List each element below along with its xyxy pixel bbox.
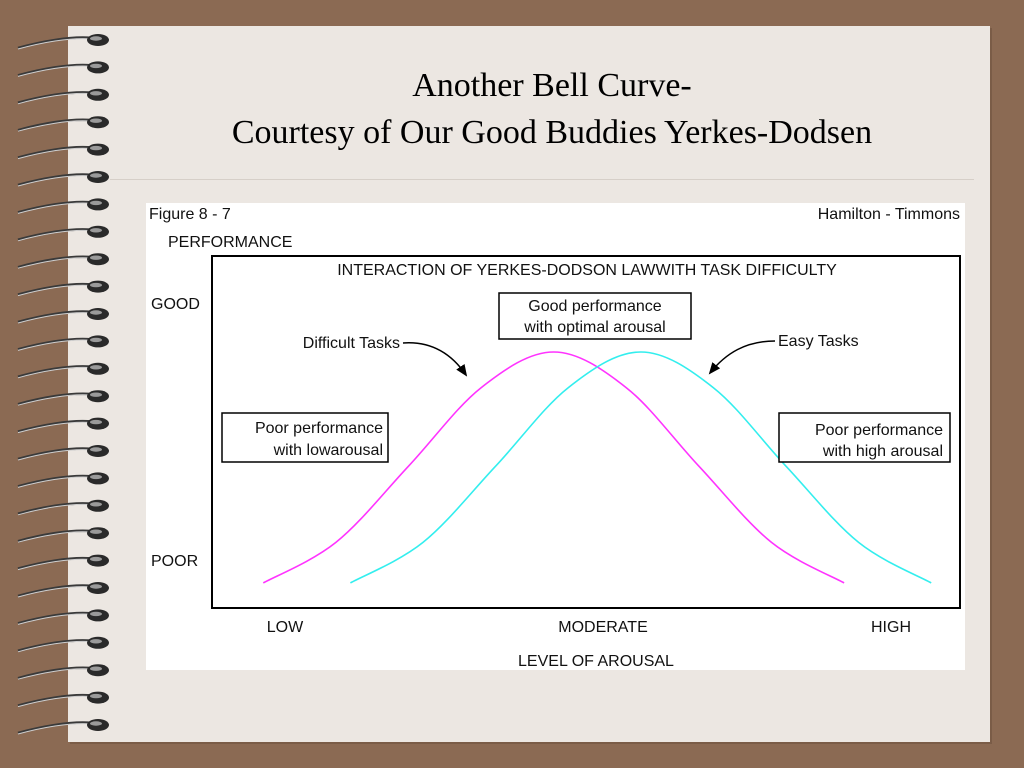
spiral-ring xyxy=(17,335,109,351)
series-line-easy-tasks xyxy=(350,351,932,584)
x-tick-moderate: MODERATE xyxy=(558,619,647,636)
figure-panel: Figure 8 - 7 Hamilton - Timmons PERFORMA… xyxy=(146,203,965,670)
x-tick-high: HIGH xyxy=(871,619,911,636)
spiral-ring xyxy=(17,609,109,625)
high-box-line-2: with high arousal xyxy=(822,443,943,460)
high-arousal-box xyxy=(778,412,951,463)
difficult-tasks-label: Difficult Tasks xyxy=(303,335,400,352)
spiral-ring xyxy=(17,116,109,132)
chart-series-group xyxy=(262,351,932,584)
plot-frame xyxy=(211,255,961,609)
x-tick-low: LOW xyxy=(267,619,304,636)
binding-strip xyxy=(0,0,68,768)
spiral-ring xyxy=(17,362,109,379)
spiral-ring xyxy=(17,280,109,297)
x-axis-label: LEVEL OF AROUSAL xyxy=(518,653,674,670)
y-axis-label: PERFORMANCE xyxy=(168,234,292,251)
spiral-ring xyxy=(17,499,109,516)
spiral-ring xyxy=(17,171,109,187)
spiral-ring xyxy=(17,554,109,571)
figure-number: Figure 8 - 7 xyxy=(149,206,231,223)
spiral-ring xyxy=(17,61,109,77)
optimal-box-line-1: Good performance xyxy=(528,298,662,315)
spiral-ring xyxy=(17,445,109,461)
figure-credit: Hamilton - Timmons xyxy=(818,206,960,223)
spiral-ring xyxy=(17,390,109,406)
y-tick-good: GOOD xyxy=(151,296,200,313)
difficult-tasks-arrow xyxy=(402,342,468,377)
series-line-difficult-tasks xyxy=(262,351,845,584)
spiral-ring xyxy=(17,664,109,680)
high-box-line-1: Poor performance xyxy=(815,422,943,439)
spiral-ring xyxy=(17,472,109,488)
slide-title-line-2: Courtesy of Our Good Buddies Yerkes-Dods… xyxy=(231,114,873,151)
spiral-ring xyxy=(17,417,109,434)
easy-tasks-label: Easy Tasks xyxy=(778,333,859,350)
spiral-ring xyxy=(17,225,109,242)
spiral-ring xyxy=(17,34,109,50)
low-box-line-2: with lowarousal xyxy=(273,442,383,459)
optimal-box-line-2: with optimal arousal xyxy=(523,319,665,336)
spiral-ring xyxy=(17,582,109,598)
spiral-ring xyxy=(17,198,109,214)
spiral-ring xyxy=(17,636,109,653)
low-arousal-box xyxy=(221,412,389,463)
spiral-ring xyxy=(17,691,109,708)
spiral-binding xyxy=(0,0,109,768)
slide-title-line-1: Another Bell Curve- xyxy=(412,67,692,104)
spiral-ring xyxy=(17,719,109,735)
spiral-ring xyxy=(17,527,109,543)
title-divider xyxy=(110,179,974,180)
yerkes-dodson-chart: Figure 8 - 7 Hamilton - Timmons PERFORMA… xyxy=(149,206,961,670)
spiral-ring xyxy=(17,253,109,269)
low-box-line-1: Poor performance xyxy=(255,420,383,437)
easy-tasks-arrow xyxy=(708,340,776,375)
spiral-ring xyxy=(17,308,109,324)
optimal-arousal-box xyxy=(498,292,692,340)
y-tick-poor: POOR xyxy=(151,553,198,570)
spiral-ring xyxy=(17,143,109,160)
chart-title: INTERACTION OF YERKES-DODSON LAWWITH TAS… xyxy=(337,262,837,279)
spiral-ring xyxy=(17,88,109,105)
